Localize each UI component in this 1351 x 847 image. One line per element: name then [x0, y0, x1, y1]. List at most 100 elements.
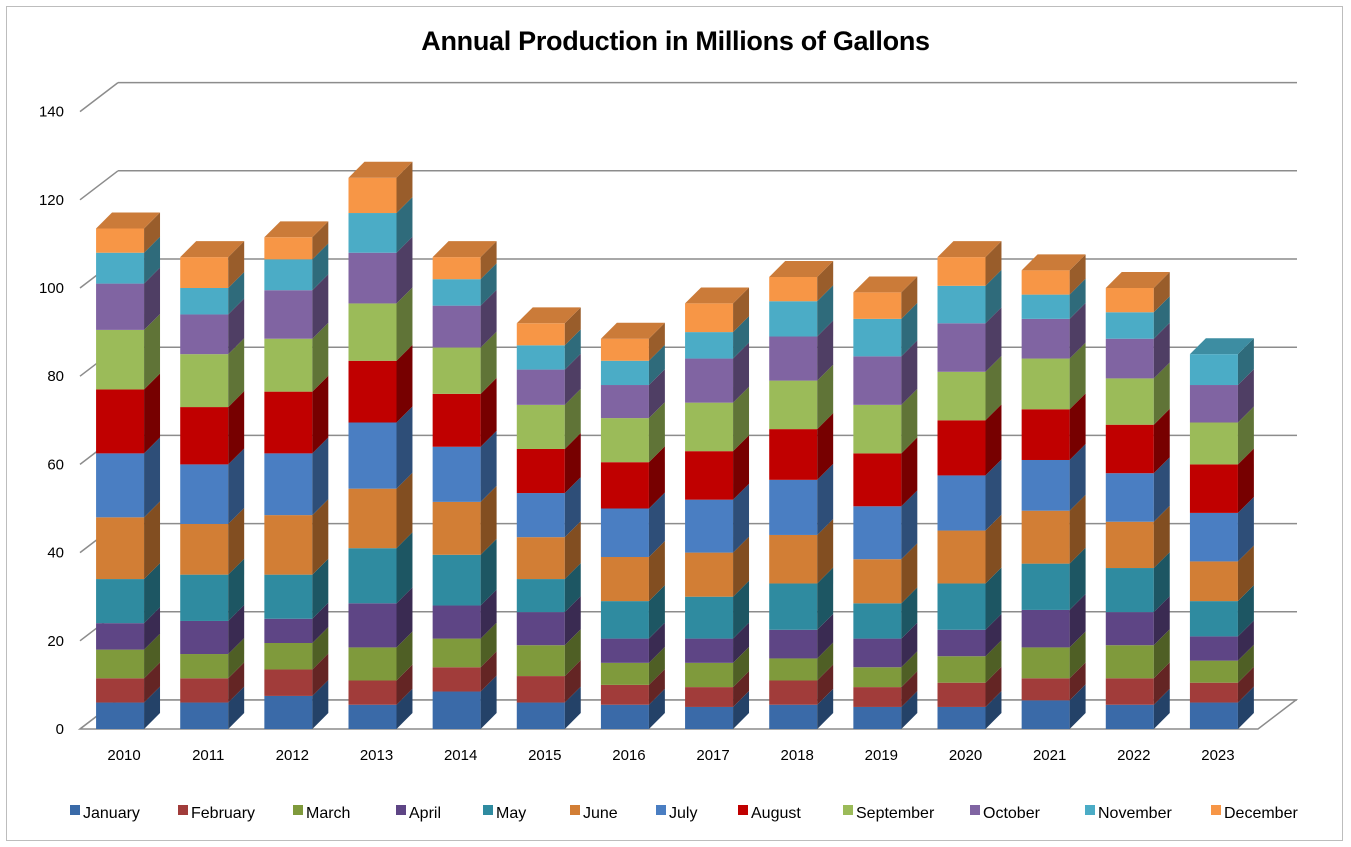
bar-segment-august-2013	[348, 360, 397, 423]
bar-side-june-2010	[144, 501, 161, 580]
bar-segment-january-2017	[685, 706, 734, 729]
bar-side-march-2010	[144, 633, 161, 679]
x-tick-label: 2022	[1117, 747, 1150, 764]
bar-side-august-2011	[228, 391, 245, 465]
bar-side-december-2014	[480, 241, 497, 280]
bar-segment-may-2020	[937, 583, 986, 630]
legend-label-february: February	[191, 805, 255, 822]
bar-side-june-2012	[312, 499, 329, 575]
bar-top-2020	[937, 241, 1002, 258]
bar-side-january-2010	[144, 686, 161, 729]
bar-2018	[769, 261, 834, 729]
bar-side-january-2020	[985, 691, 1002, 729]
bar-side-february-2018	[817, 664, 834, 705]
bar-top-2022	[1105, 272, 1170, 288]
bar-segment-november-2017	[685, 332, 734, 359]
legend-label-may: May	[496, 805, 526, 822]
bar-side-august-2020	[985, 404, 1002, 476]
bar-side-october-2021	[1069, 302, 1086, 359]
bar-side-august-2013	[396, 344, 413, 423]
bar-top-2011	[180, 241, 245, 258]
x-tick-label: 2012	[276, 747, 309, 764]
bar-side-april-2017	[733, 622, 750, 663]
bar-side-april-2013	[396, 587, 413, 648]
bar-segment-april-2021	[1021, 609, 1070, 648]
bar-segment-march-2022	[1105, 645, 1154, 679]
legend-label-august: August	[751, 805, 801, 822]
bar-side-january-2012	[312, 679, 329, 729]
bar-segment-september-2019	[853, 404, 902, 454]
bar-side-april-2014	[480, 589, 497, 639]
bar-segment-january-2019	[853, 706, 902, 729]
bar-side-september-2018	[817, 364, 834, 430]
bar-side-august-2012	[312, 375, 329, 454]
bar-side-april-2020	[985, 613, 1002, 657]
legend-swatch-december	[1211, 805, 1221, 815]
bar-segment-november-2011	[180, 288, 229, 315]
bar-side-february-2020	[985, 666, 1002, 707]
bar-side-april-2016	[648, 622, 665, 663]
bar-segment-march-2013	[348, 647, 397, 681]
bar-side-august-2016	[648, 446, 665, 509]
bar-segment-august-2022	[1105, 424, 1154, 474]
bar-segment-june-2021	[1021, 510, 1070, 564]
bar-side-august-2022	[1153, 408, 1170, 474]
bar-side-december-2011	[228, 241, 245, 288]
bar-side-may-2012	[312, 558, 329, 619]
bar-side-march-2020	[985, 640, 1002, 683]
bar-segment-march-2021	[1021, 647, 1070, 679]
y-tick-label: 0	[56, 721, 64, 738]
bar-segment-december-2016	[600, 338, 649, 361]
legend-swatch-july	[656, 805, 666, 815]
bar-top-2014	[432, 241, 497, 258]
bar-side-june-2022	[1153, 505, 1170, 569]
bar-segment-january-2021	[1021, 700, 1070, 729]
bar-segment-february-2019	[853, 687, 902, 707]
bar-side-june-2018	[817, 519, 834, 584]
bar-segment-november-2016	[600, 360, 649, 386]
y-tick-label: 80	[47, 368, 64, 385]
bar-segment-december-2022	[1105, 288, 1154, 313]
bar-segment-june-2013	[348, 488, 397, 549]
bar-side-february-2021	[1069, 662, 1086, 701]
bar-segment-march-2014	[432, 638, 481, 668]
bar-side-may-2013	[396, 532, 413, 604]
bar-segment-october-2014	[432, 305, 481, 348]
bar-side-may-2016	[648, 585, 665, 639]
bar-side-march-2017	[733, 646, 750, 688]
bar-segment-january-2023	[1189, 702, 1238, 729]
bar-2016	[600, 322, 665, 729]
bar-segment-june-2016	[600, 557, 649, 602]
bar-side-october-2018	[817, 320, 834, 381]
bar-segment-december-2011	[180, 257, 229, 288]
y-tick-label: 20	[47, 633, 64, 650]
bar-segment-september-2016	[600, 418, 649, 463]
bar-side-april-2022	[1153, 596, 1170, 646]
bar-segment-september-2010	[96, 329, 145, 390]
legend-swatch-february	[178, 805, 188, 815]
bar-side-september-2021	[1069, 342, 1086, 410]
bar-segment-february-2023	[1189, 682, 1238, 703]
bar-segment-may-2022	[1105, 568, 1154, 613]
bar-segment-october-2013	[348, 252, 397, 304]
legend-swatch-november	[1085, 805, 1095, 815]
bar-side-october-2011	[228, 298, 245, 355]
bar-segment-september-2017	[685, 402, 734, 452]
bar-segment-october-2016	[600, 385, 649, 419]
bar-segment-august-2018	[769, 429, 818, 480]
bar-segment-february-2021	[1021, 678, 1070, 701]
bar-segment-december-2020	[937, 257, 986, 286]
bar-segment-may-2013	[348, 548, 397, 604]
bar-segment-november-2010	[96, 252, 145, 284]
bar-segment-june-2019	[853, 559, 902, 604]
bar-side-january-2023	[1237, 686, 1254, 729]
bar-side-may-2023	[1237, 585, 1254, 637]
bar-segment-august-2010	[96, 389, 145, 454]
bar-segment-may-2012	[264, 574, 313, 619]
bar-segment-august-2014	[432, 393, 481, 447]
bar-side-july-2021	[1069, 444, 1086, 511]
bar-side-december-2020	[985, 241, 1002, 286]
y-tick-label: 120	[39, 192, 64, 209]
bar-segment-october-2021	[1021, 318, 1070, 359]
bar-side-august-2018	[817, 413, 834, 480]
